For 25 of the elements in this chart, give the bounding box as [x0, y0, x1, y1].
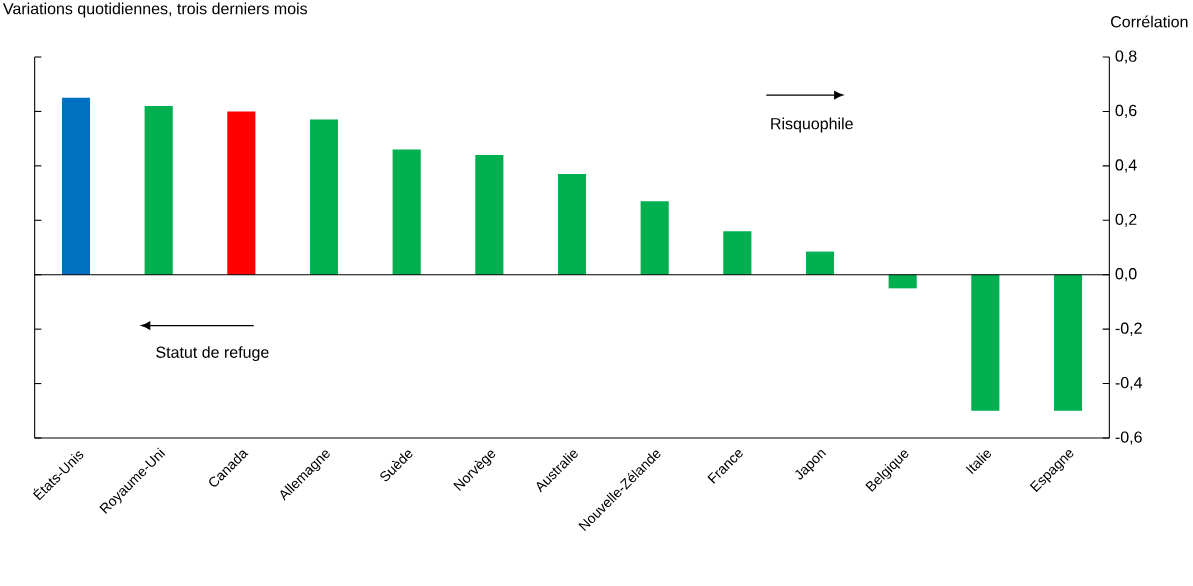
y-tick-label: -0,6 [1115, 431, 1142, 445]
y-axis-title: Corrélation [1111, 15, 1188, 28]
y-tick-label: 0,4 [1115, 159, 1137, 173]
y-tick-label: 0,0 [1115, 268, 1137, 282]
bar [723, 231, 752, 275]
bar [392, 149, 421, 275]
y-tick-label: 0,6 [1115, 104, 1137, 119]
annotation: Risquophile [771, 117, 853, 133]
bar [475, 154, 504, 275]
bar [640, 201, 669, 275]
bar [805, 251, 835, 275]
bar [1053, 274, 1083, 411]
y-tick-label: 0,2 [1115, 213, 1137, 227]
bar [888, 274, 917, 289]
bar [61, 97, 91, 275]
bar [309, 119, 339, 275]
chart-title: Variations quotidiennes, trois derniers mois [3, 2, 308, 18]
bar [144, 105, 173, 275]
bar [227, 111, 256, 275]
bar [971, 274, 1000, 411]
y-tick-label: 0,8 [1115, 50, 1137, 64]
y-tick-label: -0,4 [1115, 376, 1143, 391]
annotation: Statut de refuge [156, 346, 269, 362]
y-tick-label: -0,2 [1115, 322, 1142, 336]
bar [557, 174, 587, 275]
